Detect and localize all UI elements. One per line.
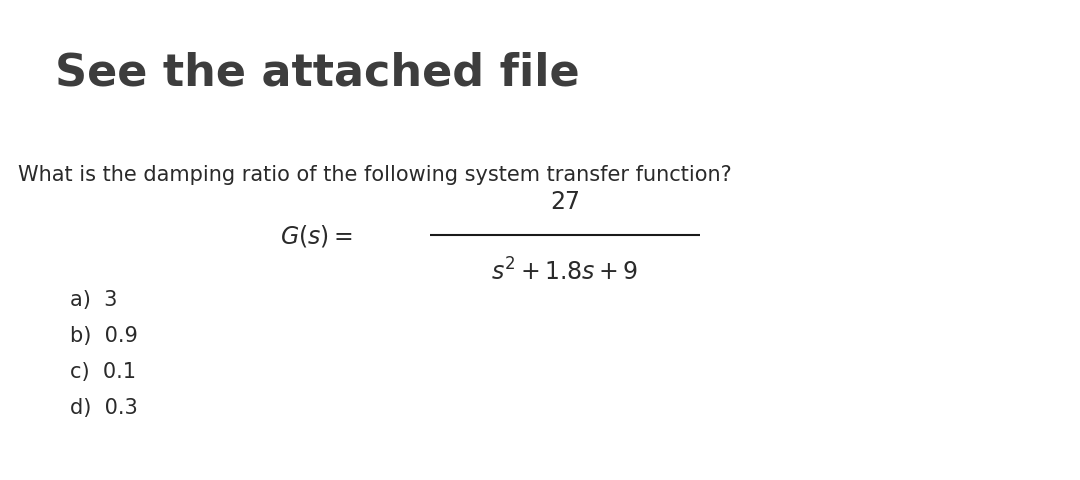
- Text: $s^2 + 1.8s + 9$: $s^2 + 1.8s + 9$: [491, 257, 638, 285]
- Text: See the attached file: See the attached file: [55, 51, 580, 94]
- Text: b)  0.9: b) 0.9: [70, 325, 138, 345]
- Text: $G(s) =$: $G(s) =$: [280, 223, 353, 249]
- Text: a)  3: a) 3: [70, 289, 118, 309]
- Text: 27: 27: [550, 190, 580, 214]
- Text: d)  0.3: d) 0.3: [70, 397, 138, 417]
- Text: What is the damping ratio of the following system transfer function?: What is the damping ratio of the followi…: [18, 165, 732, 185]
- Text: c)  0.1: c) 0.1: [70, 361, 136, 381]
